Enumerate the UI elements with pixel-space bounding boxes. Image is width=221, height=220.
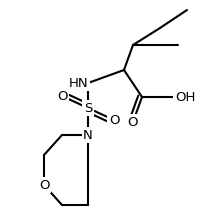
Text: O: O [128, 116, 138, 128]
Text: O: O [57, 90, 67, 103]
Text: HN: HN [68, 77, 88, 90]
Text: O: O [109, 114, 119, 126]
Text: O: O [39, 178, 49, 191]
Text: OH: OH [175, 90, 195, 103]
Text: S: S [84, 101, 92, 114]
Text: N: N [83, 128, 93, 141]
